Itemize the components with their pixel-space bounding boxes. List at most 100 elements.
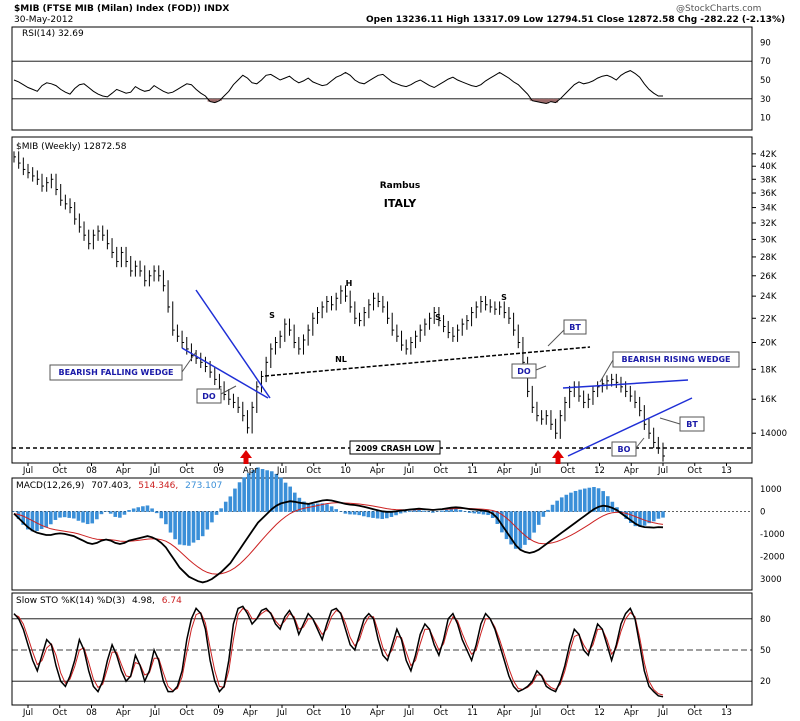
stoch-time-label: Oct bbox=[52, 708, 67, 718]
macd-histogram-bar bbox=[113, 511, 118, 517]
price-tick-label: 40K bbox=[760, 162, 777, 172]
macd-histogram-bar bbox=[90, 511, 95, 524]
macd-histogram-bar bbox=[237, 482, 242, 512]
rsi-plot: 90 70 50 30 10 bbox=[12, 38, 771, 124]
macd-histogram-bar bbox=[431, 511, 435, 513]
stoch-time-label: 10 bbox=[340, 708, 351, 718]
rsi-tick-label: 90 bbox=[760, 38, 771, 48]
macd-histogram-bar bbox=[412, 510, 417, 512]
rsi-tick-label: 30 bbox=[760, 95, 771, 105]
stoch-tick-label: 50 bbox=[760, 646, 771, 656]
rsi-oversold-fill bbox=[212, 98, 218, 103]
falling-wedge-box bbox=[49, 364, 183, 381]
do-label-1: DO bbox=[202, 392, 216, 401]
macd-histogram-bar bbox=[219, 508, 223, 512]
price-plot: 42K 40K 38K 36K 34K 32K 30K 28K 26K 24K 22K 20K 18K 1… bbox=[12, 150, 787, 464]
macd-histogram-bar bbox=[385, 511, 389, 519]
macd-tick-label: 0 bbox=[760, 507, 765, 517]
do-label-2: DO bbox=[517, 367, 531, 376]
macd-line bbox=[13, 499, 664, 584]
red-arrow-1 bbox=[240, 450, 252, 464]
macd-histogram-bar bbox=[624, 511, 628, 519]
do-pointer-1 bbox=[220, 385, 237, 395]
rsi-oversold-fill bbox=[553, 98, 559, 103]
macd-histogram-bar bbox=[67, 511, 72, 518]
macd-histogram-bar bbox=[362, 511, 366, 517]
rising-wedge-box bbox=[612, 351, 740, 368]
stoch-panel bbox=[11, 592, 753, 706]
price-time-label: Apr bbox=[116, 466, 131, 476]
macd-histogram-bar bbox=[191, 511, 196, 543]
macd-histogram-bar bbox=[246, 473, 251, 512]
macd-histogram-bar bbox=[118, 511, 122, 518]
stoch-time-label: 12 bbox=[594, 708, 605, 718]
price-tick-label: 38K bbox=[760, 175, 777, 185]
price-tick-label: 26K bbox=[760, 272, 777, 282]
macd-histogram-bar bbox=[546, 509, 550, 512]
stoch-legend-k: 4.98, bbox=[132, 596, 155, 606]
macd-histogram-bar bbox=[343, 511, 348, 514]
macd-histogram-bar bbox=[251, 470, 256, 512]
macd-histogram-bar bbox=[182, 511, 187, 546]
stoch-time-label: Apr bbox=[497, 708, 512, 718]
price-tick-label: 18K bbox=[760, 365, 777, 375]
macd-histogram-bar bbox=[329, 506, 334, 512]
macd-tick-label: 1000 bbox=[760, 485, 782, 495]
price-time-label: Apr bbox=[624, 466, 639, 476]
stoch-time-label: Oct bbox=[560, 708, 575, 718]
stoch-time-label: Apr bbox=[243, 708, 258, 718]
macd-histogram-bar bbox=[39, 511, 44, 529]
macd-histogram-bar bbox=[486, 511, 490, 516]
stoch-tick-label: 80 bbox=[760, 615, 771, 625]
price-tick-label: 14000 bbox=[760, 429, 787, 439]
macd-histogram-bar bbox=[81, 511, 85, 523]
macd-histogram-bar bbox=[601, 491, 605, 512]
macd-histogram-bar bbox=[288, 486, 292, 512]
price-time-label: 10 bbox=[340, 466, 351, 476]
macd-histogram-bar bbox=[200, 511, 205, 537]
macd-histogram-bar bbox=[99, 511, 104, 515]
macd-histogram-bar bbox=[173, 511, 177, 540]
macd-histogram-bar bbox=[596, 488, 601, 512]
macd-histogram-bar bbox=[297, 497, 302, 512]
macd-legend-prefix: MACD(12,26,9) bbox=[16, 481, 84, 491]
bo-box bbox=[611, 441, 637, 457]
price-time-label: Apr bbox=[370, 466, 385, 476]
neckline bbox=[264, 346, 591, 377]
symbol-line: $MIB (FTSE MIB (Milan) Index (FOD)) INDX bbox=[14, 4, 229, 14]
neckline-label: NL bbox=[335, 355, 347, 364]
macd-histogram-bar bbox=[513, 511, 518, 549]
falling-wedge-bottom bbox=[181, 347, 269, 399]
red-arrow-2 bbox=[552, 450, 564, 464]
rsi-line bbox=[13, 70, 663, 105]
macd-histogram-bar bbox=[145, 505, 150, 512]
macd-histogram-bar bbox=[444, 509, 449, 512]
stoch-time-label: Oct bbox=[306, 708, 321, 718]
macd-histogram-bar bbox=[228, 496, 233, 512]
rsi-panel bbox=[11, 26, 753, 131]
macd-histogram-bar bbox=[325, 504, 329, 512]
stoch-time-label: 08 bbox=[86, 708, 97, 718]
bt-label-2: BT bbox=[686, 420, 698, 429]
stoch-k-line bbox=[13, 605, 664, 698]
stoch-time-label: 09 bbox=[213, 708, 224, 718]
stoch-time-label: Jul bbox=[22, 708, 33, 718]
crash-low-label: 2009 CRASH LOW bbox=[356, 444, 435, 453]
macd-histogram-bar bbox=[279, 477, 283, 512]
macd-plot: 1000 0 -1000 -2000 3000 bbox=[12, 467, 785, 585]
stoch-time-label: Jul bbox=[276, 708, 287, 718]
shoulder-label-2: S bbox=[435, 313, 441, 322]
price-legend: $MIB (Weekly) 12872.58 bbox=[16, 142, 127, 152]
macd-histogram-bar bbox=[16, 511, 21, 520]
bt-box-2 bbox=[679, 416, 705, 432]
macd-histogram-bar bbox=[389, 511, 394, 517]
price-time-label: Oct bbox=[687, 466, 702, 476]
rsi-oversold-fill bbox=[534, 98, 540, 102]
macd-histogram-bar bbox=[223, 501, 228, 512]
stoch-legend-d: 6.74 bbox=[162, 596, 182, 606]
macd-histogram-bar bbox=[398, 511, 403, 514]
stoch-time-label: Jul bbox=[657, 708, 668, 718]
stoch-time-label: Jul bbox=[149, 708, 160, 718]
macd-histogram-bar bbox=[467, 511, 472, 513]
macd-histogram-bar bbox=[168, 511, 173, 533]
